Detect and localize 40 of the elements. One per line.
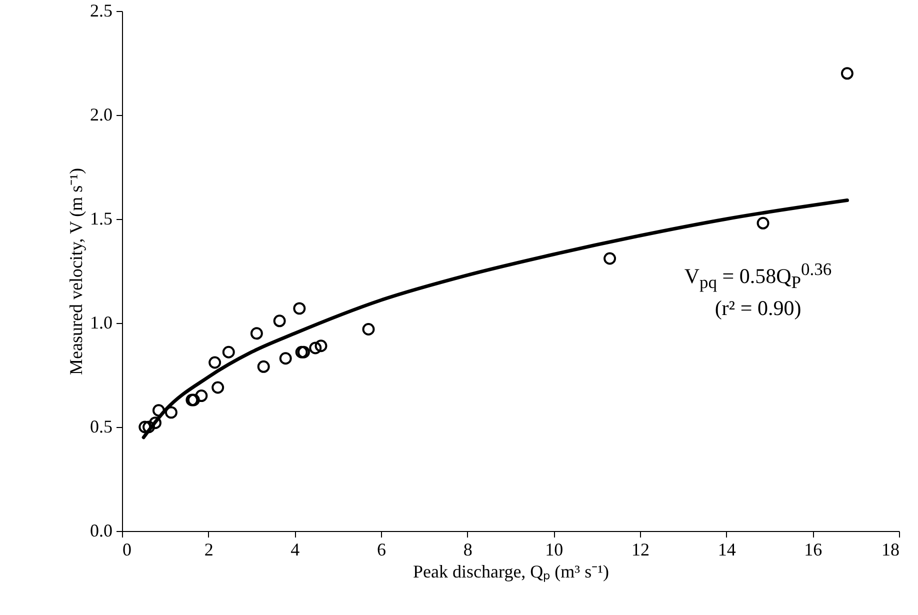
x-tick-label: 14 [718,540,736,560]
point [279,352,292,365]
point [309,342,322,354]
x-tick-label: 12 [632,540,650,560]
point [152,404,165,417]
x-axis-title: Peak discharge, Qₚ (m³ s⁻¹) [413,562,609,582]
point [840,67,854,80]
y-tick-label: 2.0 [90,104,112,124]
annotation: (r² = 0.90) [714,295,802,322]
x-tick-label: 0 [122,540,132,560]
point [142,420,156,434]
x-tick-label: 18 [882,540,900,560]
point [208,356,222,369]
point [138,420,152,434]
point [195,390,208,402]
x-tick-label: 4 [290,540,300,560]
point [604,252,616,265]
x-tick-label: 16 [804,540,822,560]
point [250,327,263,340]
point [362,323,375,336]
y-axis-title: Measured velocity, V (m s⁻¹) [66,168,86,376]
point [212,381,224,394]
x-tick-label: 8 [463,540,472,560]
y-tick-label: 0.5 [90,416,112,436]
y-tick-label: 1.5 [90,208,112,228]
point [314,340,328,352]
point [257,360,270,373]
point [756,216,770,230]
x-tick-label: 6 [377,540,386,560]
point [164,406,178,419]
y-tick-label: 1.0 [90,312,112,332]
y-tick-label: 0.0 [90,520,112,540]
y-tick-label: 2.5 [90,0,112,20]
point [273,314,286,328]
point [222,346,235,358]
x-tick-label: 2 [204,540,214,560]
point [293,302,306,315]
point [148,416,162,430]
line-series [142,198,849,440]
x-tick-label: 10 [545,540,564,560]
